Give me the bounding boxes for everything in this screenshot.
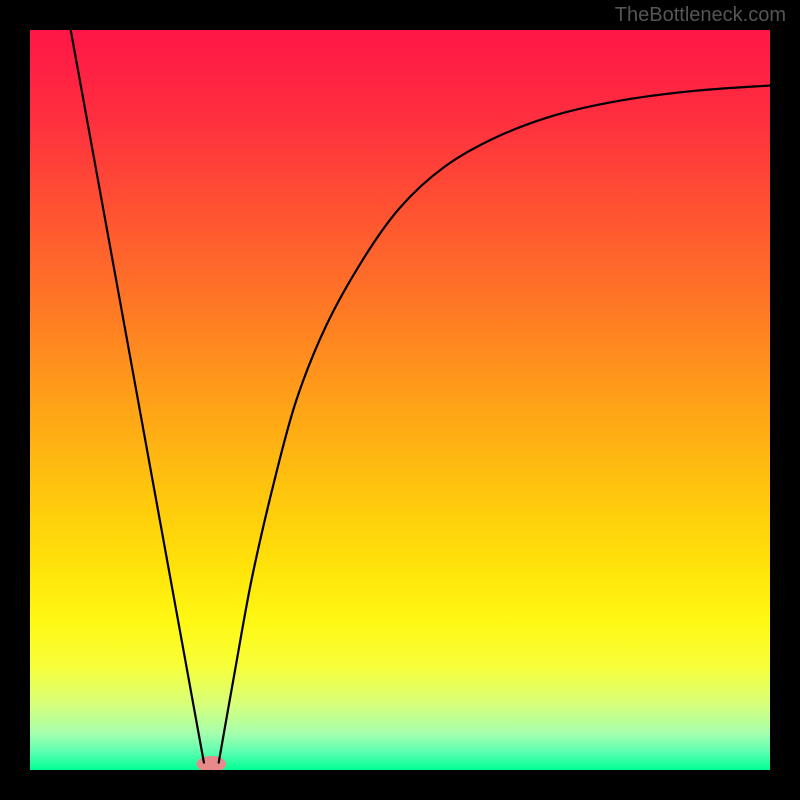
chart-plot-area xyxy=(30,30,770,770)
frame-left xyxy=(0,0,30,800)
frame-right xyxy=(770,0,800,800)
frame-bottom xyxy=(0,770,800,800)
chart-svg xyxy=(30,30,770,770)
attribution-text: TheBottleneck.com xyxy=(615,4,786,27)
chart-background xyxy=(30,30,770,770)
